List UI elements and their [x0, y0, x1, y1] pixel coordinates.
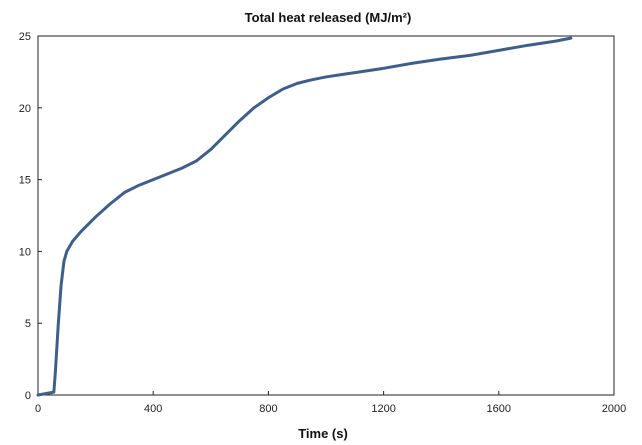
plot-frame	[37, 35, 615, 396]
heat-release-line	[36, 36, 573, 397]
x-axis-tick-label: 800	[259, 403, 277, 415]
x-axis-label: Time (s)	[298, 426, 348, 441]
x-axis-ticks: 0 400 800 1200 1600 2000	[35, 391, 626, 415]
x-axis-tick-label: 0	[35, 403, 41, 415]
x-axis-tick-label: 1200	[371, 403, 395, 415]
x-axis-tick-label: 400	[144, 403, 162, 415]
y-axis-ticks: 0 5 10 15 20 25	[19, 31, 42, 402]
x-axis-tick-label: 2000	[602, 403, 626, 415]
y-axis-tick-label: 25	[19, 31, 31, 43]
y-axis-tick-label: 5	[25, 318, 31, 330]
y-axis-tick-label: 0	[25, 390, 31, 402]
y-axis-tick-label: 20	[19, 103, 31, 115]
y-axis-tick-label: 10	[19, 246, 31, 258]
x-axis-tick-label: 1600	[487, 403, 511, 415]
chart-title: Total heat released (MJ/m²)	[245, 10, 412, 25]
y-axis-tick-label: 15	[19, 175, 31, 187]
